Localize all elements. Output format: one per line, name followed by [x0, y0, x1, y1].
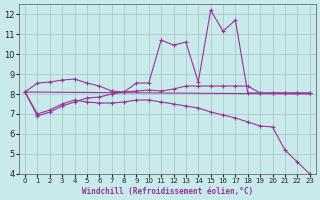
X-axis label: Windchill (Refroidissement éolien,°C): Windchill (Refroidissement éolien,°C)	[82, 187, 253, 196]
